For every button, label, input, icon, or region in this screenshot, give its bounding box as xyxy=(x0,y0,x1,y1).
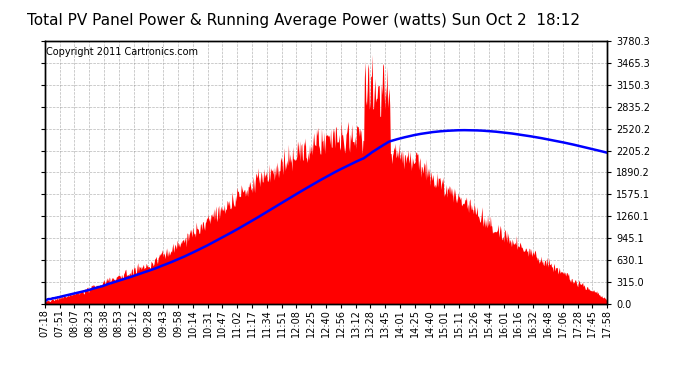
Text: Copyright 2011 Cartronics.com: Copyright 2011 Cartronics.com xyxy=(46,46,198,57)
Text: Total PV Panel Power & Running Average Power (watts) Sun Oct 2  18:12: Total PV Panel Power & Running Average P… xyxy=(27,13,580,28)
